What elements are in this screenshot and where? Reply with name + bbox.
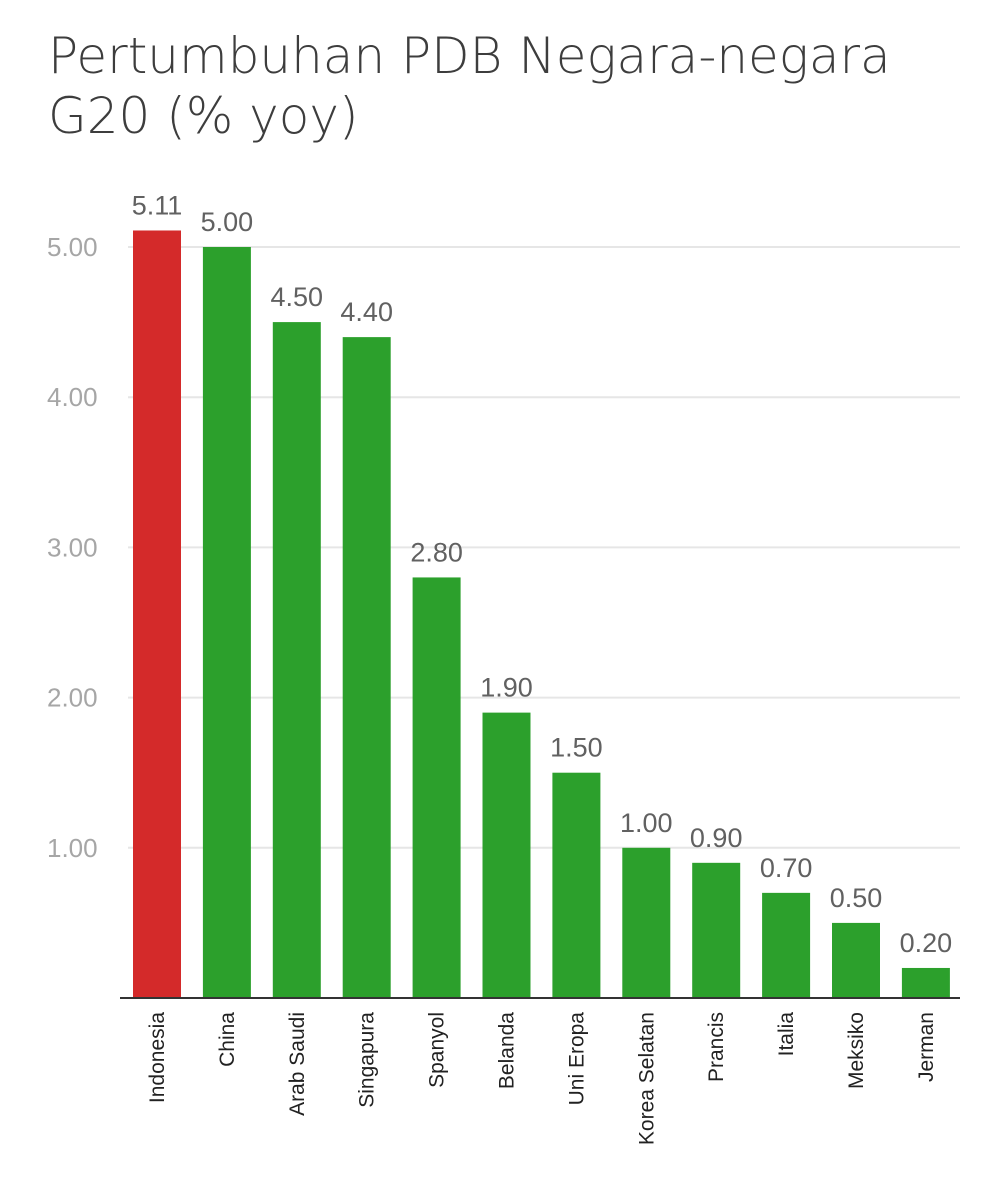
x-tick-label: Jerman [915,1012,938,1082]
bar-prancis [692,862,741,998]
y-tick-label: 3.00 [47,532,98,562]
x-tick-label: Spanyol [426,1012,449,1088]
bar-italia [762,892,811,998]
bar-china [202,247,251,998]
bar-singapura [342,337,391,998]
x-tick-label: China [216,1012,239,1067]
x-tick-label: Italia [775,1012,798,1057]
data-label: 0.50 [830,883,883,913]
bars [133,230,950,999]
bar-meksiko [832,922,880,998]
data-label: 1.90 [480,673,533,703]
data-label: 5.11 [132,190,183,220]
bar-spanyol [412,577,461,998]
y-tick-label: 5.00 [47,232,98,262]
x-tick-label: Belanda [496,1012,519,1089]
gridlines [128,246,960,849]
data-label: 0.20 [900,928,953,958]
data-label: 4.40 [340,297,393,327]
x-axis-labels: Indonesia China Arab Saudi Singapura Spanyol… [146,1012,938,1145]
y-tick-label: 1.00 [47,833,98,863]
bar-belanda [482,712,531,998]
y-tick-label: 4.00 [47,382,98,412]
x-tick-label: Arab Saudi [286,1012,309,1116]
x-tick-label: Korea Selatan [635,1012,658,1145]
x-tick-label: Meksiko [845,1012,868,1089]
y-axis-ticks: 1.00 2.00 3.00 4.00 5.00 [47,232,98,863]
bar-uni-eropa [552,772,601,998]
bar-arab-saudi [272,322,321,999]
data-label: 2.80 [410,537,463,567]
chart-title: Pertumbuhan PDB Negara-negara G20 (% yoy… [48,27,891,145]
data-label: 1.00 [620,808,673,838]
x-tick-label: Uni Eropa [565,1012,588,1106]
y-tick-label: 2.00 [47,683,98,713]
x-tick-label: Indonesia [146,1012,169,1103]
value-labels: 5.11 5.00 4.50 4.40 2.80 1.90 1.50 1.00 0.90 0.70… [132,190,952,957]
data-label: 0.70 [760,853,813,883]
x-tick-label: Prancis [705,1012,728,1082]
data-label: 1.50 [550,733,603,763]
data-label: 5.00 [201,207,254,237]
bar-jerman [901,967,950,998]
bar-indonesia [133,230,181,998]
data-label: 4.50 [271,282,324,312]
data-label: 0.90 [690,823,743,853]
x-tick-label: Singapura [356,1012,379,1108]
bar-korea-selatan [622,847,671,998]
